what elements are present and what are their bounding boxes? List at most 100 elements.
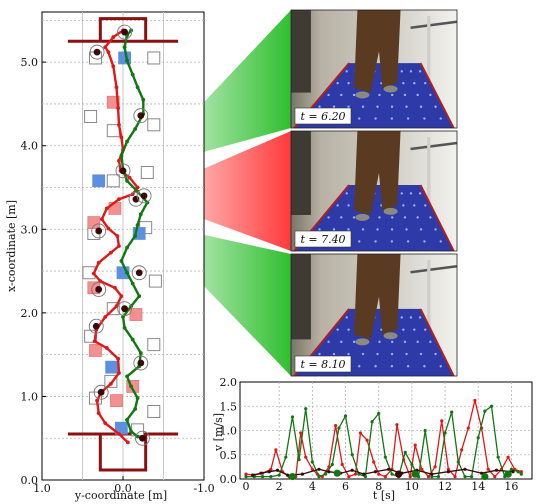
footstep-square-open: [147, 338, 161, 352]
frame-carpet-dot: [347, 105, 350, 108]
velocity-series-line: [246, 405, 522, 478]
velocity-point: [275, 468, 280, 472]
frame-time-label-box: [294, 107, 352, 125]
velocity-point: [362, 472, 366, 476]
velocity-point: [456, 460, 460, 464]
velocity-point: [446, 470, 450, 474]
velocity-point: [387, 467, 391, 471]
velocity-point: [372, 460, 376, 464]
frame-carpet-dot: [332, 352, 336, 356]
frame-carpet-dot: [318, 228, 321, 231]
velocity-point: [370, 420, 374, 424]
foot-marker: [121, 305, 129, 313]
frame-time-label: t = 7.40: [300, 233, 345, 246]
x-tick-label: -1.0: [193, 482, 214, 495]
velocity-point: [267, 470, 271, 474]
velocity-point: [423, 428, 427, 433]
x-tick-label: 1.0: [33, 482, 51, 495]
red-trajectory-point: [96, 411, 101, 416]
frame-carpet-dot: [416, 340, 419, 344]
frame-walker-shoe: [355, 91, 370, 99]
green-trajectory-point: [125, 270, 129, 275]
foot-marker-ring: [134, 430, 150, 446]
velocity-point: [377, 472, 381, 476]
red-trajectory-point: [108, 381, 113, 386]
frame-doorway: [291, 10, 311, 93]
frame-carpet-dot: [345, 70, 348, 73]
foot-marker: [140, 192, 148, 200]
red-trajectory-point: [117, 122, 121, 127]
frame-carpet-dot: [327, 93, 330, 97]
velocity-point: [403, 450, 407, 454]
foot-marker-ring: [131, 265, 147, 281]
velocity-point: [395, 423, 399, 427]
foot-marker: [92, 322, 100, 330]
green-trajectory-point: [133, 407, 138, 411]
velocity-point: [317, 474, 321, 479]
foot-marker-ring: [117, 301, 133, 317]
frame-carpet-dot: [390, 105, 394, 108]
frame-carpet-dot: [391, 340, 394, 344]
x-tick-label: 10: [405, 480, 419, 493]
trajectory-plot: 0.01.02.03.04.05.01.0 0.0 -1.0 y-coordinat…: [5, 11, 215, 502]
frame-carpet-dot: [347, 228, 350, 231]
red-trajectory-point: [96, 260, 101, 265]
velocity-point: [496, 455, 500, 459]
frame-carpet-dot: [416, 93, 419, 97]
frame-carpet-dot: [419, 228, 423, 231]
frame-carpet-edge: [419, 62, 455, 129]
velocity-point: [327, 470, 331, 474]
red-trajectory-point: [127, 175, 132, 180]
green-trajectory-point: [125, 178, 129, 183]
frame-carpet-dot: [376, 105, 379, 108]
velocity-point: [413, 443, 417, 447]
y-tick-label: 1.0: [220, 425, 238, 438]
frame-time-label-box: [294, 230, 352, 248]
frame-carpet-dot: [358, 117, 361, 120]
frame-carpet-dot: [340, 216, 343, 219]
red-trajectory-point: [106, 50, 111, 55]
green-trajectory-point: [137, 294, 142, 299]
footstep-square-open: [148, 274, 162, 288]
frame-carpet-dot: [405, 352, 408, 356]
frame-carpet-dot: [347, 204, 350, 207]
frame-carpet-dot: [347, 328, 350, 331]
goal-box: [98, 17, 148, 42]
foot-marker: [95, 227, 103, 235]
footstep-square-open: [147, 404, 161, 418]
video-frame: t = 8.10: [290, 253, 458, 377]
frame-carpet-dot: [405, 105, 408, 108]
green-trajectory-point: [141, 97, 146, 102]
frame-carpet-dot: [336, 81, 339, 85]
velocity-marker: [481, 472, 489, 481]
green-trajectory-point: [125, 417, 129, 422]
frame-carpet-dot: [419, 105, 423, 108]
velocity-point: [440, 419, 444, 423]
foot-marker: [121, 28, 129, 36]
frame-border: [290, 130, 458, 252]
velocity-point: [383, 474, 387, 479]
frame-carpet-dot: [434, 228, 437, 231]
red-trajectory-point: [117, 432, 121, 436]
frame-handrail: [410, 141, 458, 151]
frame-carpet-dot: [340, 93, 343, 97]
velocity-point: [350, 453, 354, 457]
velocity-point: [277, 473, 281, 477]
frame-carpet-dot: [400, 70, 403, 73]
foot-marker: [137, 112, 145, 120]
velocity-point: [290, 415, 295, 419]
frame-carpet-dot: [424, 328, 427, 331]
velocity-point: [408, 474, 412, 479]
green-trajectory-point: [135, 223, 140, 228]
frame-walker-shoe: [355, 213, 370, 221]
frame-carpet-dot: [418, 316, 422, 319]
red-trajectory-point: [116, 106, 121, 111]
frame-carpet-dot: [358, 240, 361, 243]
velocity-point: [343, 414, 348, 418]
velocity-point: [365, 438, 369, 442]
velocity-point: [443, 431, 447, 435]
frame-walker-legs: [354, 131, 401, 215]
x-tick-label: 12: [438, 480, 452, 493]
x-tick-label: 2: [276, 480, 283, 493]
velocity-point: [430, 472, 434, 476]
